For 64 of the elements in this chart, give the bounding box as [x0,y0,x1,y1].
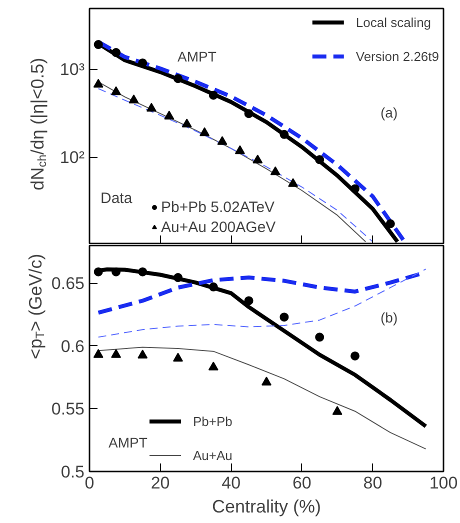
point [138,267,148,276]
point [280,312,289,322]
x-tick-label: 100 [429,474,458,492]
y-tick-label: 0.55 [51,400,85,419]
annotation: (b) [380,310,398,326]
y-tick-label: 0.65 [51,274,85,294]
x-axis-title: Centrality (%) [212,496,322,516]
point [112,267,121,276]
x-tick-label: 80 [363,474,382,492]
y-axis-title: dNch/dη (|η|<0.5) [28,58,49,190]
point [173,352,183,362]
x-tick-label: 60 [292,474,312,492]
point [252,154,263,164]
y-axis-title: <pT> (GeV/c) [26,254,47,360]
x-tick-label: 0 [84,474,94,492]
point [111,349,122,358]
point [262,376,272,386]
line-series [98,268,426,338]
point [164,110,174,120]
point [244,109,254,118]
point [234,145,245,154]
point [200,127,210,136]
point [93,349,104,358]
point [244,296,254,306]
legend-label: Pb+Pb [193,414,232,428]
point [93,78,104,88]
point [174,273,182,282]
point [208,90,218,100]
point [128,94,139,104]
legend-label: Local scaling [356,14,432,30]
point [217,136,228,145]
point [350,184,360,194]
point [332,406,342,415]
point [315,155,324,164]
x-tick-label: 20 [150,474,170,492]
point [350,351,360,360]
point [94,267,103,276]
point [280,130,289,139]
point [270,166,280,176]
point [208,362,218,370]
legend-label: Pb+Pb 5.02ATeV [161,198,275,216]
annotation: Data [100,190,133,207]
point [138,350,148,358]
point [288,178,298,187]
point [174,74,182,84]
point [315,332,324,342]
legend-label: Version 2.26t9 [356,48,439,64]
point [146,102,156,112]
y-tick-label: 10³ [60,60,85,79]
point [112,48,121,58]
y-tick-label: 0.6 [60,336,85,356]
annotation: AMPT [178,48,217,64]
point [182,118,192,128]
point [208,282,218,292]
point [111,86,122,96]
point [94,40,103,50]
annotation: AMPT [108,434,148,450]
y-tick-label: 0.5 [60,462,85,482]
legend-label: Au+Au [193,448,232,462]
annotation: (a) [380,104,398,120]
x-tick-label: 40 [222,474,241,492]
legend-label: Au+Au 200AGeV [161,218,276,236]
y-tick-label: 10² [60,148,85,167]
point [386,219,395,228]
